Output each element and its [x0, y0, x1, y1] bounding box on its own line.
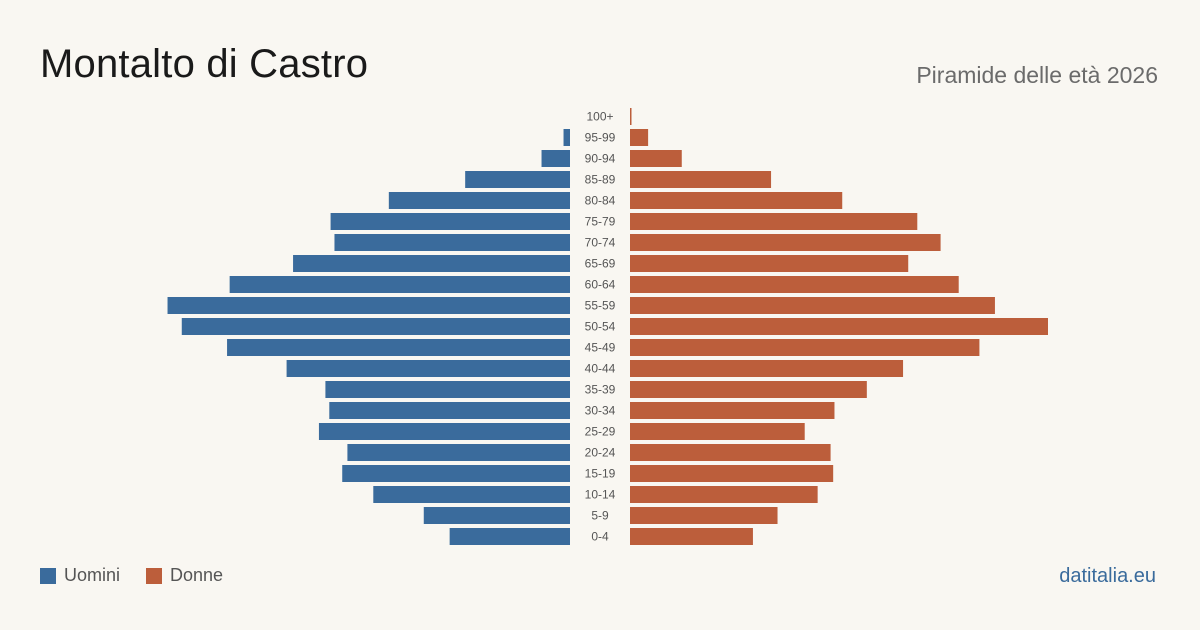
- bar-men-90-94: [541, 150, 570, 167]
- bar-women-20-24: [630, 444, 831, 461]
- bar-women-55-59: [630, 297, 995, 314]
- bar-women-75-79: [630, 213, 918, 230]
- bar-women-40-44: [630, 360, 904, 377]
- bar-men-60-64: [229, 276, 570, 293]
- age-label-5-9: 5-9: [591, 509, 609, 523]
- bar-men-30-34: [329, 402, 570, 419]
- bar-women-90-94: [630, 150, 682, 167]
- bar-men-95-99: [563, 129, 570, 146]
- age-label-85-89: 85-89: [585, 173, 616, 187]
- age-label-50-54: 50-54: [585, 320, 616, 334]
- bar-women-10-14: [630, 486, 818, 503]
- population-pyramid-chart: 100+ 95-99 90-94 85-89 80-84 75-79 70-74 65-69 6…: [167, 108, 1048, 545]
- age-label-25-29: 25-29: [585, 425, 616, 439]
- age-label-90-94: 90-94: [585, 152, 616, 166]
- age-label-100plus: 100+: [586, 110, 613, 124]
- bar-men-0-4: [449, 528, 570, 545]
- bar-women-85-89: [630, 171, 772, 188]
- bar-women-30-34: [630, 402, 835, 419]
- bar-women-35-39: [630, 381, 867, 398]
- bar-women-25-29: [630, 423, 805, 440]
- age-label-75-79: 75-79: [585, 215, 616, 229]
- age-label-80-84: 80-84: [585, 194, 616, 208]
- bar-men-55-59: [167, 297, 570, 314]
- bar-men-5-9: [423, 507, 570, 524]
- bar-men-80-84: [388, 192, 570, 209]
- legend-item-women: Donne: [146, 565, 223, 586]
- bar-men-20-24: [347, 444, 570, 461]
- chart-subtitle: Piramide delle età 2026: [916, 62, 1158, 88]
- age-label-30-34: 30-34: [585, 404, 616, 418]
- bar-women-0-4: [630, 528, 753, 545]
- age-label-45-49: 45-49: [585, 341, 616, 355]
- legend-swatch-women: [146, 567, 163, 584]
- bar-men-45-49: [227, 339, 570, 356]
- age-label-10-14: 10-14: [585, 488, 616, 502]
- bar-men-25-29: [318, 423, 570, 440]
- age-label-55-59: 55-59: [585, 299, 616, 313]
- bar-women-65-69: [630, 255, 909, 272]
- age-label-35-39: 35-39: [585, 383, 616, 397]
- bar-women-60-64: [630, 276, 959, 293]
- age-label-60-64: 60-64: [585, 278, 616, 292]
- age-label-65-69: 65-69: [585, 257, 616, 271]
- bar-men-10-14: [373, 486, 570, 503]
- bar-women-15-19: [630, 465, 834, 482]
- legend-label-women: Donne: [170, 565, 224, 585]
- bar-men-15-19: [342, 465, 570, 482]
- legend-item-men: Uomini: [40, 565, 120, 586]
- bar-women-80-84: [630, 192, 843, 209]
- bar-women-50-54: [630, 318, 1048, 335]
- bar-men-85-89: [465, 171, 570, 188]
- bar-women-100plus: [630, 108, 632, 125]
- source-link[interactable]: datitalia.eu: [1059, 565, 1156, 587]
- bar-men-50-54: [181, 318, 570, 335]
- legend: Uomini Donne: [40, 565, 223, 586]
- age-label-95-99: 95-99: [585, 131, 616, 145]
- age-label-20-24: 20-24: [585, 446, 616, 460]
- bar-men-35-39: [325, 381, 570, 398]
- legend-label-men: Uomini: [64, 565, 121, 585]
- chart-title: Montalto di Castro: [40, 42, 369, 86]
- age-label-15-19: 15-19: [585, 467, 616, 481]
- bar-women-45-49: [630, 339, 980, 356]
- bar-women-95-99: [630, 129, 649, 146]
- bar-men-75-79: [330, 213, 570, 230]
- bar-women-70-74: [630, 234, 941, 251]
- bar-men-70-74: [334, 234, 570, 251]
- legend-swatch-men: [40, 567, 56, 584]
- age-label-40-44: 40-44: [585, 362, 616, 376]
- bar-men-65-69: [293, 255, 570, 272]
- bar-women-5-9: [630, 507, 778, 524]
- bar-men-40-44: [286, 360, 570, 377]
- age-label-70-74: 70-74: [585, 236, 616, 250]
- age-label-0-4: 0-4: [591, 530, 609, 544]
